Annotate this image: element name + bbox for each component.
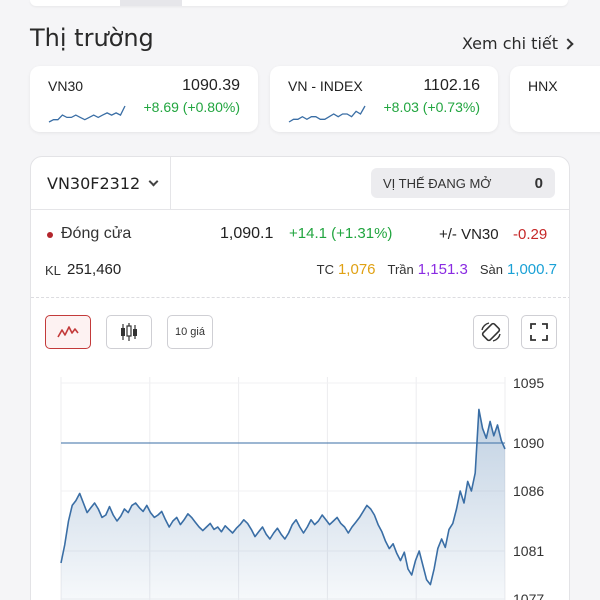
index-card-vn30[interactable]: VN30 1090.39 +8.69 (+0.80%): [30, 66, 258, 132]
fullscreen-button[interactable]: [521, 315, 557, 349]
index-sparkline: [288, 105, 366, 123]
floor-label: Sàn: [479, 262, 503, 277]
basis-value: -0.29: [513, 226, 548, 243]
sparkline-path: [48, 105, 126, 123]
index-card-hnx[interactable]: HNX: [510, 66, 600, 132]
basis-label: +/- VN30: [439, 226, 499, 243]
price-series-line: [60, 408, 506, 586]
rotate-screen-icon: [481, 322, 501, 342]
divider: [31, 209, 569, 210]
volume-value: 251,460: [67, 261, 122, 278]
index-sparkline: [48, 105, 126, 123]
line-chart-icon: [57, 326, 79, 338]
open-positions-label: VỊ THẾ ĐANG MỞ: [383, 175, 492, 191]
ref-value: 1,076: [337, 261, 376, 278]
sparkline-path: [288, 105, 366, 123]
top-tab-segment[interactable]: [120, 0, 182, 6]
line-chart-button[interactable]: [45, 315, 91, 349]
ten-price-label: 10 giá: [175, 326, 205, 338]
futures-panel: VN30F2312 VỊ THẾ ĐANG MỞ 0 Đóng cửa 1,09…: [30, 156, 570, 600]
see-more-link[interactable]: Xem chi tiết: [461, 34, 574, 53]
index-value: 1090.39: [182, 77, 240, 94]
close-price: 1,090.1: [220, 225, 274, 242]
index-name: VN30: [48, 78, 84, 94]
ceiling-value: 1,151.3: [417, 261, 468, 278]
ten-price-button[interactable]: 10 giá: [167, 315, 213, 349]
candlestick-button[interactable]: [106, 315, 152, 349]
divider: [31, 297, 569, 298]
price-area: [61, 409, 505, 600]
y-tick-label: 1095: [513, 375, 544, 391]
status-dot-icon: [47, 232, 53, 238]
top-tab-strip: [30, 0, 568, 6]
price-chart[interactable]: 1077 1081 1086 1090 1095: [31, 367, 570, 600]
close-price-row: Đóng cửa 1,090.1 +14.1 (+1.31%) +/- VN30…: [45, 225, 557, 247]
index-card-vnindex[interactable]: VN - INDEX 1102.16 +8.03 (+0.73%): [270, 66, 498, 132]
fullscreen-icon: [530, 323, 548, 341]
index-value: 1102.16: [423, 77, 480, 94]
rotate-screen-button[interactable]: [473, 315, 509, 349]
open-positions-button[interactable]: VỊ THẾ ĐANG MỞ 0: [371, 168, 555, 198]
candlestick-icon: [121, 323, 137, 341]
index-name: HNX: [528, 78, 558, 94]
market-section-title: Thị trường: [30, 24, 154, 52]
y-tick-label: 1090: [513, 435, 544, 451]
price-limits: TC 1,076 Trần 1,151.3 Sàn 1,000.7: [309, 261, 557, 278]
close-label: Đóng cửa: [61, 225, 132, 242]
volume-row: KL 251,460 TC 1,076 Trần 1,151.3 Sàn 1,0…: [45, 261, 557, 281]
close-change: +14.1 (+1.31%): [289, 225, 393, 242]
index-change: +8.03 (+0.73%): [383, 99, 480, 115]
ref-label: TC: [316, 262, 334, 277]
y-tick-label: 1081: [513, 543, 544, 559]
open-positions-count: 0: [534, 174, 543, 192]
contract-selector[interactable]: VN30F2312: [31, 157, 171, 209]
index-change: +8.69 (+0.80%): [143, 99, 240, 115]
volume-label: KL: [45, 263, 61, 278]
y-tick-label: 1086: [513, 483, 544, 499]
see-more-label: Xem chi tiết: [461, 34, 558, 53]
chevron-down-icon: [148, 176, 159, 186]
chevron-right-icon: [562, 37, 574, 50]
contract-code: VN30F2312: [47, 173, 141, 193]
index-name: VN - INDEX: [288, 78, 363, 94]
y-tick-label: 1077: [513, 591, 544, 600]
ceiling-label: Trần: [387, 262, 414, 277]
floor-value: 1,000.7: [506, 261, 557, 278]
